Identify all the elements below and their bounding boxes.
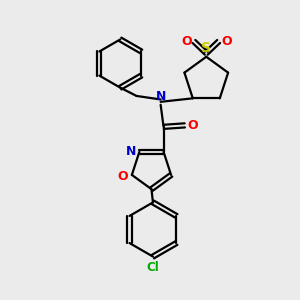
Text: S: S: [201, 41, 211, 55]
Text: O: O: [187, 119, 198, 132]
Text: O: O: [118, 170, 128, 183]
Text: O: O: [221, 35, 232, 48]
Text: O: O: [181, 35, 192, 48]
Text: N: N: [125, 146, 136, 158]
Text: Cl: Cl: [147, 261, 159, 274]
Text: N: N: [155, 90, 166, 103]
